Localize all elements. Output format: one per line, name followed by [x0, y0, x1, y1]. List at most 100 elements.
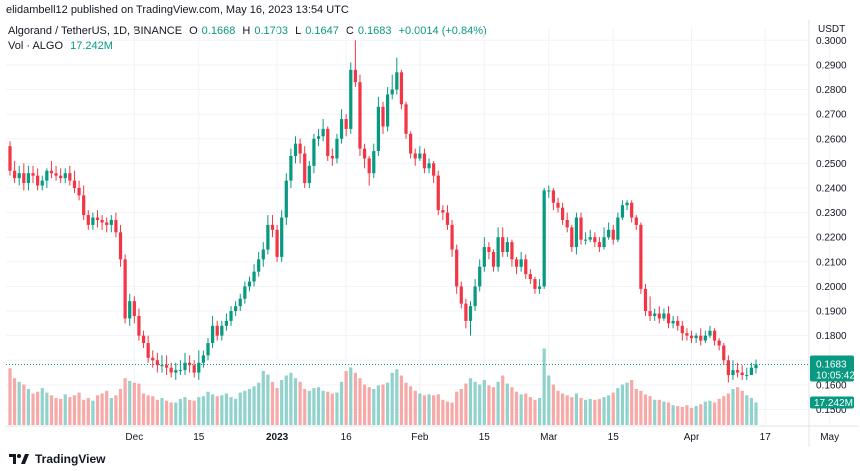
candle[interactable] [31, 165, 35, 184]
candle[interactable] [183, 352, 187, 376]
candle[interactable] [385, 87, 390, 132]
candle[interactable] [362, 143, 367, 169]
candle[interactable] [376, 96, 381, 156]
candle[interactable] [657, 306, 661, 324]
candle[interactable] [26, 165, 31, 191]
candle[interactable] [579, 212, 583, 245]
candle[interactable] [630, 200, 634, 223]
candle[interactable] [390, 74, 394, 100]
candle[interactable] [293, 136, 298, 164]
candle[interactable] [284, 173, 288, 225]
candle[interactable] [91, 212, 95, 230]
price-axis[interactable]: 0.15000.16000.17000.18000.19000.20000.21… [816, 36, 847, 416]
candle[interactable] [49, 160, 54, 179]
candle[interactable] [312, 133, 316, 174]
candle[interactable] [422, 148, 427, 174]
candle[interactable] [280, 210, 284, 262]
candle[interactable] [178, 360, 182, 376]
candle[interactable] [174, 362, 178, 380]
candle[interactable] [703, 330, 707, 344]
candle[interactable] [643, 283, 648, 316]
candle[interactable] [455, 244, 459, 294]
candle[interactable] [395, 57, 399, 95]
candle[interactable] [625, 200, 629, 211]
candle[interactable] [95, 210, 100, 228]
candle[interactable] [201, 350, 206, 368]
candle[interactable] [505, 237, 509, 257]
candle[interactable] [247, 276, 252, 292]
candlestick-chart[interactable]: USDT 0.15000.16000.17000.18000.19000.200… [6, 20, 858, 447]
candle[interactable] [206, 338, 210, 361]
candle[interactable] [266, 215, 270, 255]
candle[interactable] [160, 355, 164, 373]
candle[interactable] [326, 126, 330, 161]
candle[interactable] [712, 328, 717, 346]
symbol-label[interactable]: Algorand / TetherUS, 1D, BINANCE [8, 25, 183, 37]
candle[interactable] [128, 293, 132, 326]
candle[interactable] [616, 212, 620, 243]
candle[interactable] [137, 308, 141, 341]
candle[interactable] [211, 315, 215, 348]
candle[interactable] [501, 227, 505, 257]
candle[interactable] [468, 301, 473, 336]
candle[interactable] [367, 155, 371, 186]
candle[interactable] [344, 114, 348, 137]
time-axis[interactable]: Dec15202316Feb15Mar15Apr17May15 [125, 432, 858, 443]
candle[interactable] [662, 308, 666, 321]
candle[interactable] [436, 170, 440, 216]
candle[interactable] [666, 306, 671, 329]
candle[interactable] [487, 242, 491, 260]
candle[interactable] [100, 215, 104, 230]
candle[interactable] [215, 320, 219, 341]
candle[interactable] [243, 281, 247, 304]
candle[interactable] [330, 148, 334, 166]
candle[interactable] [556, 197, 560, 213]
candle[interactable] [234, 301, 238, 316]
candle[interactable] [584, 232, 588, 245]
candle[interactable] [82, 185, 86, 220]
candle[interactable] [358, 74, 362, 156]
candle[interactable] [298, 138, 302, 164]
candle[interactable] [680, 320, 684, 341]
candle[interactable] [450, 219, 454, 257]
candle[interactable] [316, 128, 321, 147]
candle[interactable] [86, 210, 90, 230]
candle[interactable] [155, 352, 159, 373]
candle[interactable] [524, 254, 528, 280]
candle[interactable] [611, 224, 615, 245]
candle[interactable] [634, 215, 638, 230]
candle[interactable] [551, 187, 555, 211]
candle[interactable] [307, 160, 311, 188]
candle[interactable] [224, 313, 229, 331]
candle[interactable] [473, 279, 477, 312]
candle[interactable] [597, 237, 602, 252]
candle[interactable] [12, 160, 17, 184]
candle[interactable] [399, 69, 404, 110]
candle[interactable] [381, 101, 385, 134]
candle[interactable] [404, 101, 408, 139]
candle[interactable] [560, 202, 565, 225]
candle[interactable] [496, 227, 500, 272]
candle[interactable] [570, 224, 574, 252]
candle[interactable] [432, 160, 436, 184]
candle[interactable] [547, 185, 551, 198]
candle[interactable] [648, 296, 652, 321]
candle[interactable] [238, 293, 242, 312]
candle[interactable] [620, 200, 625, 220]
candle[interactable] [36, 168, 40, 191]
candle[interactable] [699, 328, 703, 346]
candle[interactable] [593, 232, 597, 248]
candle[interactable] [22, 163, 26, 191]
candle[interactable] [482, 237, 486, 272]
candle[interactable] [689, 330, 694, 344]
candle[interactable] [252, 264, 256, 287]
candle[interactable] [588, 229, 592, 243]
candle[interactable] [607, 222, 611, 240]
candle[interactable] [141, 330, 146, 348]
candle[interactable] [63, 168, 67, 184]
candle[interactable] [565, 212, 569, 233]
candle[interactable] [54, 165, 58, 181]
volume-label[interactable]: Vol · ALGO [8, 40, 64, 52]
candle[interactable] [303, 146, 307, 188]
candle[interactable] [123, 254, 127, 324]
